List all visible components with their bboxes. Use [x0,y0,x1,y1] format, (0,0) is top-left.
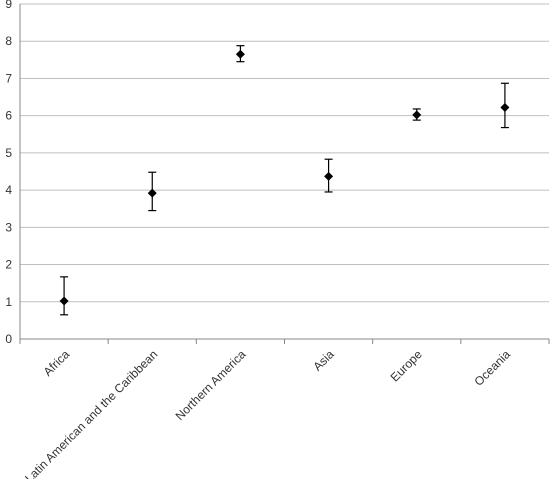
category-label: Africa [41,347,73,379]
error-bars [60,45,509,316]
gridlines [20,3,549,303]
data-point [412,110,422,120]
data-point [147,188,157,198]
y-tick-labels: 0 1 2 3 4 5 6 7 8 9 [5,0,12,346]
data-point [59,296,69,306]
data-points [59,49,510,306]
data-point [235,49,245,59]
data-point [500,102,510,112]
y-tick-label: 5 [5,146,12,160]
category-label: Asia [310,347,337,374]
data-point [324,171,334,181]
y-tick-label: 2 [5,258,12,272]
y-tick-label: 0 [5,332,12,346]
y-tick-label: 4 [5,183,12,197]
y-tick-label: 7 [5,71,12,85]
category-label: Europe [388,347,425,384]
y-tick-label: 6 [5,109,12,123]
y-tick-label: 8 [5,34,12,48]
y-tick-label: 9 [5,0,12,11]
y-tick-label: 3 [5,220,12,234]
category-label: Oceania [472,347,514,389]
y-tick-label: 1 [5,295,12,309]
axes [19,4,550,344]
category-label: Northern America [173,347,249,423]
